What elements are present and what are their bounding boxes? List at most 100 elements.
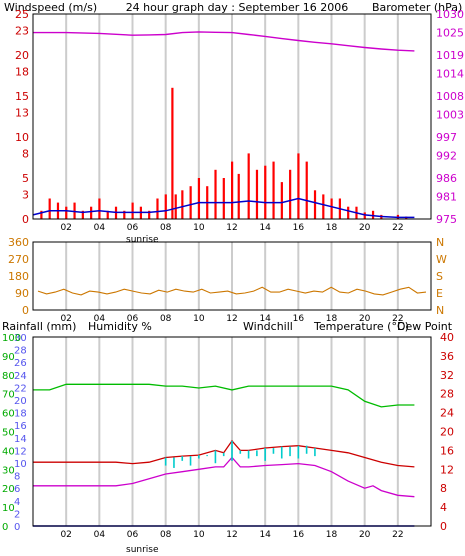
wind-bar <box>237 173 240 219</box>
legend-humidity: Humidity % <box>88 320 152 333</box>
temp-tick-label: 8 <box>440 482 447 495</box>
y2-tick-label: 975 <box>436 213 457 226</box>
rain-tick-label: 16 <box>14 421 27 432</box>
wind-bar <box>305 161 308 219</box>
windchill-mark <box>280 446 283 459</box>
wind-bar <box>272 161 275 219</box>
windchill-mark <box>222 452 225 457</box>
x-tick-label: 12 <box>226 530 237 540</box>
windchill-mark <box>289 446 291 457</box>
wind-bar <box>371 210 375 219</box>
temp-tick-label: 40 <box>440 331 454 344</box>
y2-tick-label: 986 <box>436 172 457 185</box>
wind-bar <box>247 153 250 219</box>
wind-bar <box>171 87 174 219</box>
wind-bar <box>148 210 151 219</box>
wind-bar <box>90 206 93 219</box>
humidity-tick-label: 40 <box>2 446 15 457</box>
panel-1-frame <box>32 13 432 220</box>
windchill-mark <box>164 457 167 466</box>
rain-tick-label: 10 <box>14 459 27 470</box>
y2-tick-label: 1025 <box>436 27 464 40</box>
rain-tick-label: 26 <box>14 358 27 369</box>
windchill-mark <box>305 445 308 454</box>
panel-2-frame <box>32 241 432 311</box>
windchill-mark <box>272 448 275 454</box>
x-tick-label: 12 <box>226 223 237 233</box>
wind-bar <box>81 210 84 219</box>
wind-bar <box>214 169 217 219</box>
x-tick-label: 16 <box>293 314 305 324</box>
wind-bar <box>280 182 283 219</box>
x-tick-label: 02 <box>60 530 71 540</box>
barometer-axis-title: Barometer (hPa) <box>372 1 462 14</box>
humidity-tick-label: 50 <box>2 428 15 439</box>
wind-bar <box>40 210 43 219</box>
windchill-mark <box>231 440 233 461</box>
windchill-mark <box>206 455 208 457</box>
y-tick-label: 20 <box>15 49 29 62</box>
rain-tick-label: 0 <box>14 522 20 533</box>
windchill-mark <box>239 450 242 454</box>
x-tick-label: 20 <box>359 223 371 233</box>
wind-bar <box>174 194 177 219</box>
compass-label: S <box>436 270 443 283</box>
legend-windchill: Windchill <box>243 320 293 333</box>
x-tick-label: 18 <box>326 530 338 540</box>
x-tick-label: 14 <box>259 314 271 324</box>
windchill-mark <box>181 456 184 461</box>
y-tick-label: 15 <box>15 90 29 103</box>
temp-tick-label: 4 <box>440 501 447 514</box>
x-tick-label: 10 <box>193 530 205 540</box>
y2-tick-label: 997 <box>436 131 457 144</box>
windchill-mark <box>297 445 300 459</box>
y2-tick-label: 981 <box>436 191 457 204</box>
wind-bar <box>131 202 134 219</box>
x-tick-label: 08 <box>160 223 172 233</box>
legend-rainfall: Rainfall (mm) <box>2 320 76 333</box>
wind-bar <box>48 198 51 219</box>
wind-bar <box>330 198 333 219</box>
temp-tick-label: 0 <box>440 520 447 533</box>
x-tick-label: 06 <box>127 314 139 324</box>
temp-tick-label: 32 <box>440 369 454 382</box>
temp-tick-label: 20 <box>440 426 454 439</box>
y-tick-label: 25 <box>15 8 29 21</box>
y-tick-label: 18 <box>15 65 29 78</box>
x-tick-label: 12 <box>226 314 237 324</box>
wind-bar <box>297 153 300 219</box>
x-tick-label: 04 <box>94 223 106 233</box>
wind-bar <box>106 210 109 219</box>
rain-tick-label: 20 <box>14 396 27 407</box>
y2-tick-label: 1030 <box>436 8 464 21</box>
wind-bar <box>189 186 192 219</box>
compass-label: N <box>436 304 444 317</box>
wind-bar <box>73 202 76 219</box>
y-tick-label: 23 <box>15 24 29 37</box>
temp-tick-label: 36 <box>440 350 454 363</box>
x-tick-label: 14 <box>259 223 271 233</box>
wind-bar <box>231 161 234 219</box>
x-tick-label: 06 <box>127 530 139 540</box>
humidity-tick-label: 30 <box>2 465 15 476</box>
x-tick-label: 04 <box>94 530 106 540</box>
sunrise-label-bottom: sunrise <box>126 545 159 555</box>
y-tick-label: 360 <box>8 236 29 249</box>
rain-tick-label: 12 <box>14 446 27 457</box>
barometer-line <box>33 31 415 52</box>
windchill-mark <box>214 450 217 464</box>
legend-dew-point: Dew Point <box>397 320 453 333</box>
y-tick-label: 8 <box>22 147 29 160</box>
humidity-tick-label: 0 <box>2 522 8 533</box>
x-tick-label: 10 <box>193 314 205 324</box>
compass-label: W <box>436 253 447 266</box>
humidity-tick-label: 10 <box>2 503 15 514</box>
temperature-line <box>33 439 415 468</box>
y2-tick-label: 1019 <box>436 49 464 62</box>
x-tick-label: 22 <box>392 223 403 233</box>
x-tick-label: 22 <box>392 530 403 540</box>
x-tick-label: 10 <box>193 223 205 233</box>
wind-bar <box>347 206 350 219</box>
y2-tick-label: 1008 <box>436 90 464 103</box>
